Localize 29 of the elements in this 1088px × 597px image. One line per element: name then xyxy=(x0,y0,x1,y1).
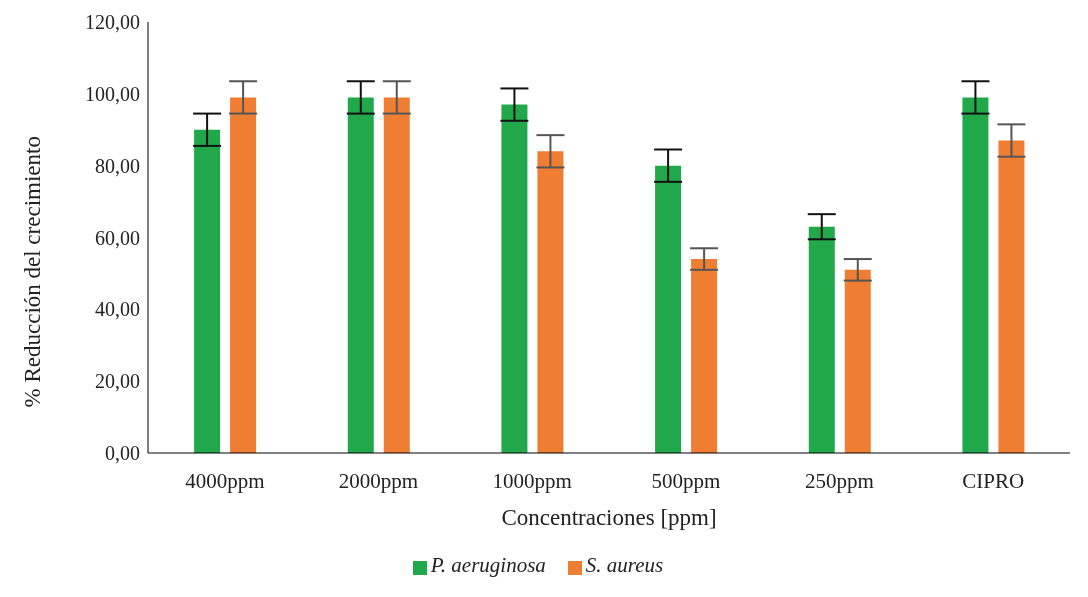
bar xyxy=(194,129,221,453)
legend-label: S. aureus xyxy=(585,553,664,577)
bar xyxy=(655,165,682,453)
bar xyxy=(808,226,835,453)
bar xyxy=(537,151,564,453)
bar xyxy=(501,104,528,453)
x-tick-label: 250ppm xyxy=(805,468,874,493)
y-tick-label: 120,00 xyxy=(85,11,140,34)
bar xyxy=(347,97,374,453)
bar xyxy=(998,140,1025,453)
y-tick-label: 40,00 xyxy=(95,298,140,321)
y-tick-label: 80,00 xyxy=(95,154,140,177)
bar xyxy=(962,97,989,453)
y-tick-label: 20,00 xyxy=(95,370,140,393)
x-axis-title: Concentraciones [ppm] xyxy=(501,505,717,530)
x-tick-label: 4000ppm xyxy=(185,468,265,493)
y-tick-label: 0,00 xyxy=(105,442,140,465)
bar xyxy=(383,97,410,453)
y-tick-label: 100,00 xyxy=(85,82,140,105)
x-tick-label: 1000ppm xyxy=(492,468,572,493)
bar xyxy=(691,259,718,453)
x-tick-label: CIPRO xyxy=(962,468,1025,493)
bar xyxy=(844,269,871,453)
legend-label: P. aeruginosa xyxy=(430,553,546,577)
x-tick-label: 2000ppm xyxy=(338,468,419,493)
y-axis-title: % Reducción del crecimiento xyxy=(20,136,46,408)
x-tick-label: 500ppm xyxy=(651,468,721,493)
bar xyxy=(230,97,257,453)
y-tick-label: 60,00 xyxy=(95,226,140,249)
